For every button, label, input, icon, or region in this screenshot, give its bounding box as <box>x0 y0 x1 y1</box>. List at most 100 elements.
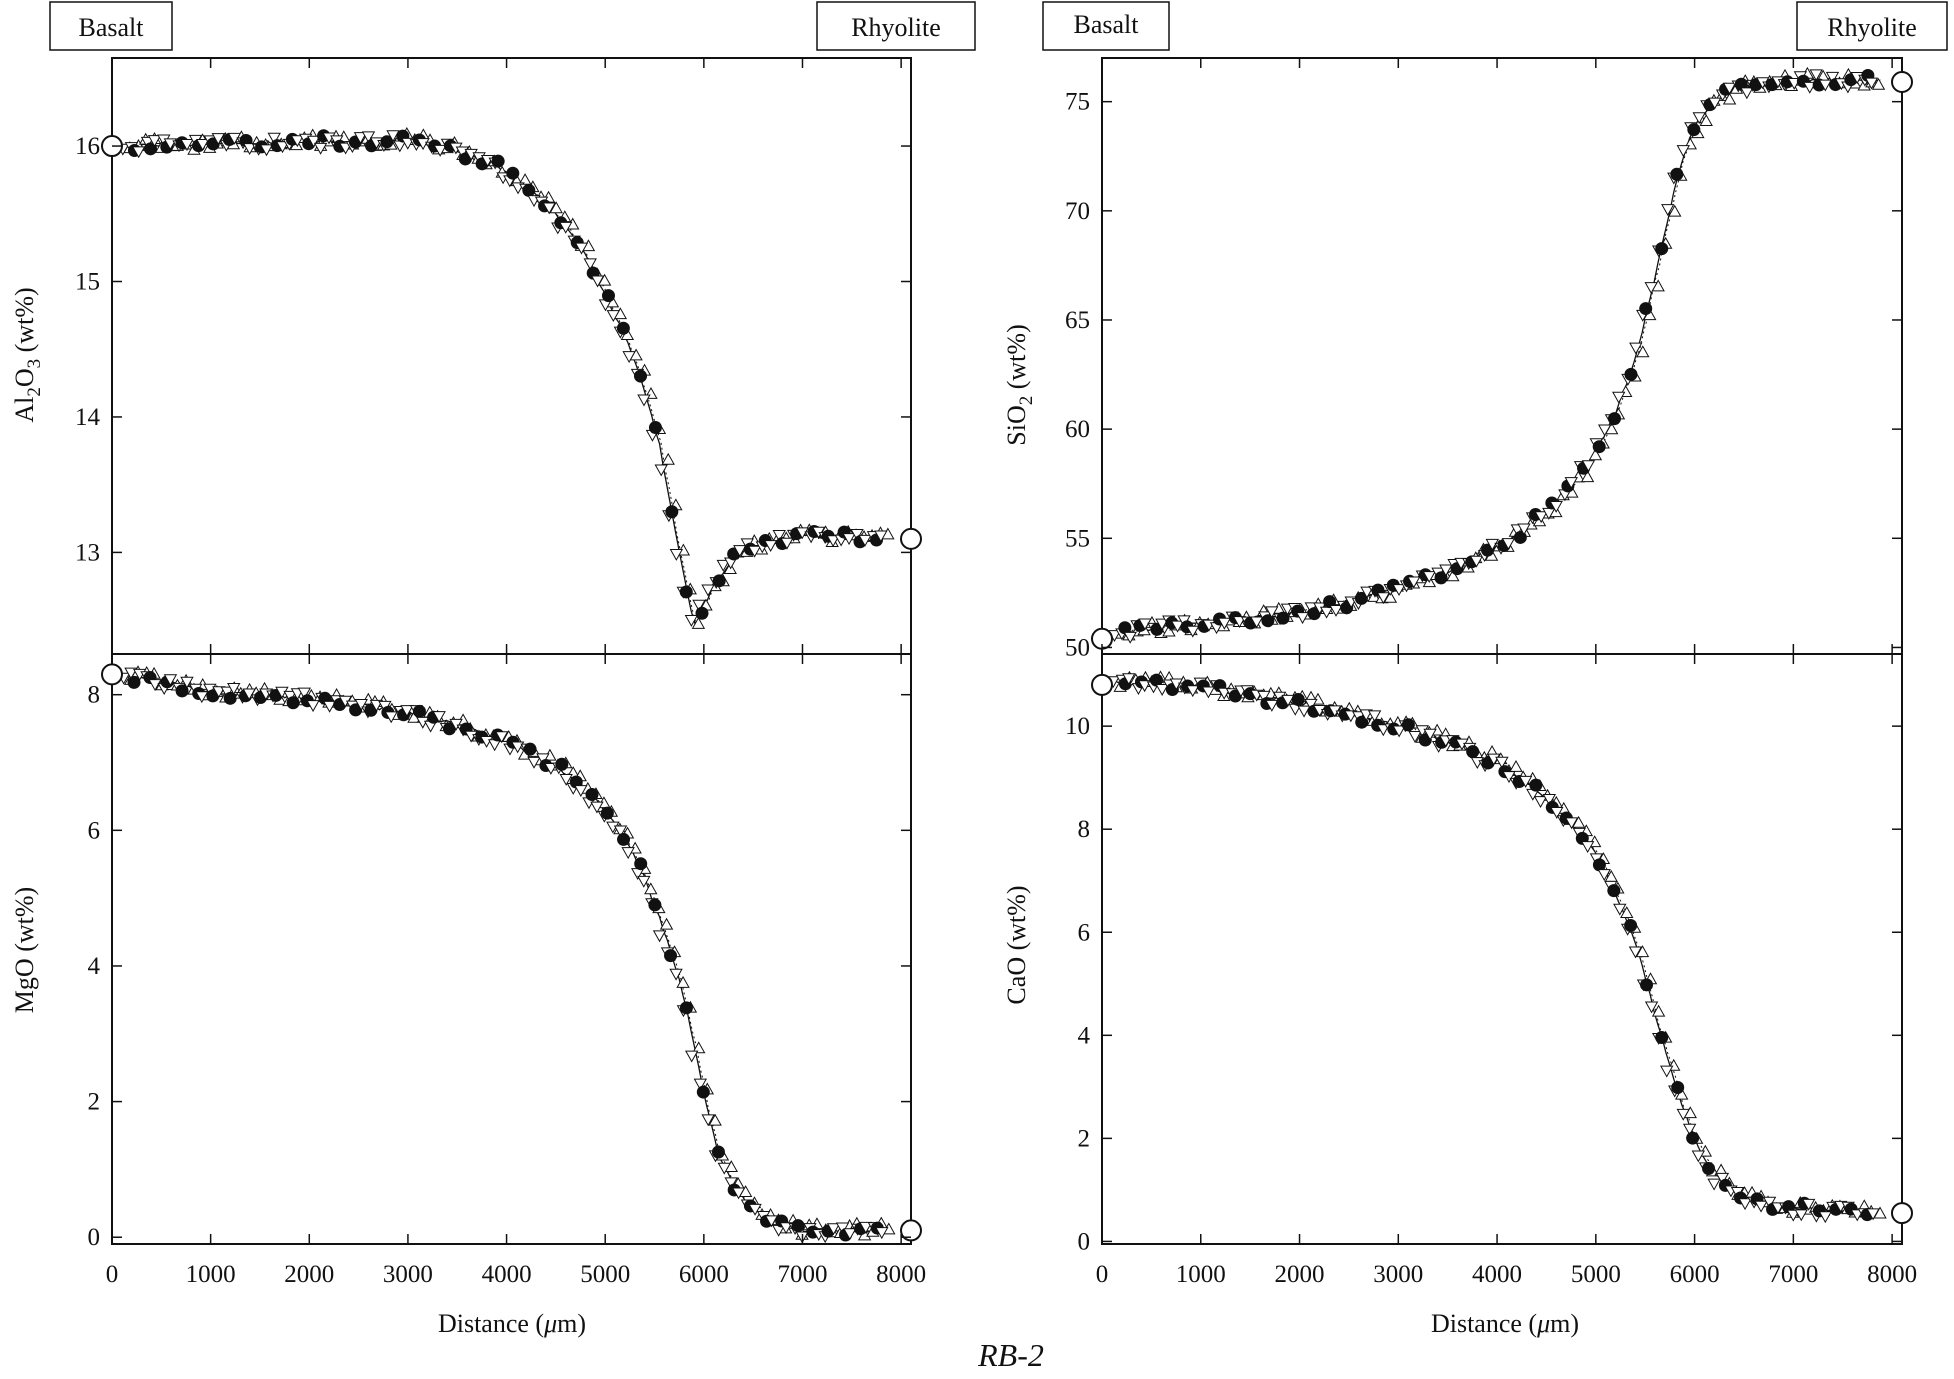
data-point-traverse-3 <box>124 667 138 680</box>
data-point-traverse-3 <box>290 135 305 148</box>
data-point-traverse-3 <box>654 464 668 477</box>
data-point-traverse-3 <box>1495 756 1509 769</box>
data-point-traverse-1 <box>1655 1031 1669 1045</box>
data-point-traverse-3 <box>1738 1198 1752 1211</box>
data-point-traverse-3 <box>1257 690 1271 703</box>
data-point-traverse-3 <box>1644 1001 1659 1014</box>
data-point-traverse-1 <box>616 321 630 335</box>
data-point-traverse-3 <box>1682 1123 1697 1136</box>
data-point-traverse-3 <box>701 1114 715 1127</box>
data-point-traverse-3 <box>1550 807 1564 819</box>
data-point-traverse-3 <box>306 700 320 713</box>
data-point-traverse-1 <box>1401 718 1415 732</box>
y-axis-label-sio2: SiO2 (wt%) <box>1002 324 1037 445</box>
data-point-traverse-1 <box>712 574 726 588</box>
data-point-traverse-3 <box>1692 112 1706 125</box>
data-point-traverse-1 <box>127 675 141 689</box>
end-member-right-marker <box>900 1219 922 1242</box>
x-axis-ticks <box>111 58 902 654</box>
data-point-traverse-3 <box>1597 869 1611 882</box>
y-tick-label: 70 <box>1065 198 1090 225</box>
y-tick-label: 0 <box>88 1224 101 1251</box>
data-point-traverse-3 <box>772 530 786 542</box>
y-tick-label: 14 <box>75 404 101 431</box>
data-point-traverse-3 <box>1201 686 1216 699</box>
data-point-traverse-1 <box>1670 167 1684 181</box>
data-point-traverse-1 <box>695 606 709 620</box>
data-point-traverse-3 <box>1801 1198 1816 1211</box>
y-tick-label: 15 <box>75 269 100 296</box>
data-point-traverse-2 <box>1635 945 1650 958</box>
data-point-traverse-1 <box>1639 302 1653 316</box>
data-point-traverse-3 <box>267 132 281 145</box>
data-point-traverse-1 <box>696 1085 710 1099</box>
plot-frame <box>1101 653 1903 1245</box>
data-points-cao <box>1091 670 1913 1225</box>
data-point-traverse-2 <box>692 1041 706 1054</box>
data-point-traverse-3 <box>747 545 762 558</box>
data-point-traverse-2 <box>1668 204 1682 217</box>
data-point-traverse-3 <box>527 756 541 769</box>
data-point-traverse-1 <box>523 742 537 756</box>
data-point-traverse-3 <box>1249 616 1264 629</box>
x-axis-label-cao: Distance (μm) <box>1431 1309 1579 1338</box>
y-tick-label: 4 <box>1078 1022 1091 1049</box>
x-tick-label: 3000 <box>383 1261 433 1288</box>
svg-text:Basalt: Basalt <box>1074 10 1140 39</box>
data-point-traverse-3 <box>590 275 605 288</box>
data-point-traverse-3 <box>1295 612 1310 625</box>
data-point-traverse-1 <box>1466 745 1480 759</box>
data-point-traverse-3 <box>779 1222 793 1235</box>
y-tick-label: 13 <box>75 539 100 566</box>
data-point-traverse-3 <box>1367 710 1382 723</box>
x-tick-label: 0 <box>106 1261 119 1288</box>
data-point-traverse-1 <box>679 1001 693 1015</box>
data-point-traverse-1 <box>1291 693 1305 707</box>
data-point-traverse-3 <box>669 549 684 561</box>
panel-cao: 0 2 4 6 8 10 0 1000 2000 3000 4000 5000 6000 7000 800… <box>1002 653 1917 1338</box>
data-point-traverse-3 <box>1794 1209 1808 1222</box>
data-point-traverse-2 <box>1636 345 1650 358</box>
end-member-right-marker <box>900 527 922 550</box>
data-point-traverse-3 <box>353 132 368 145</box>
y-axis-label-al2o3: Al2O3 (wt%) <box>10 287 45 422</box>
data-point-traverse-3 <box>1676 1108 1690 1121</box>
data-point-traverse-3 <box>449 718 463 731</box>
data-point-traverse-3 <box>1138 618 1152 631</box>
data-point-traverse-3 <box>1534 511 1548 524</box>
data-point-traverse-3 <box>692 599 706 612</box>
data-point-traverse-3 <box>1137 680 1152 693</box>
data-point-traverse-3 <box>1297 705 1311 718</box>
data-point-traverse-2 <box>1383 590 1398 603</box>
data-point-traverse-3 <box>1123 631 1137 644</box>
data-point-traverse-1 <box>522 183 536 197</box>
data-point-traverse-1 <box>1686 1131 1700 1145</box>
data-point-traverse-3 <box>400 705 414 718</box>
data-point-traverse-1 <box>286 696 300 710</box>
data-point-traverse-3 <box>542 202 556 215</box>
data-point-traverse-3 <box>1629 342 1643 355</box>
data-point-traverse-2 <box>1620 906 1634 918</box>
data-point-traverse-3 <box>544 762 558 775</box>
x-tick-label: 0 <box>1096 1261 1109 1288</box>
data-point-traverse-3 <box>875 1227 889 1240</box>
data-point-traverse-2 <box>1509 759 1523 772</box>
data-point-traverse-3 <box>763 540 778 553</box>
x-tick-label: 4000 <box>1472 1261 1522 1288</box>
data-point-traverse-1 <box>1150 673 1164 687</box>
y-tick-label: 16 <box>75 133 100 160</box>
data-point-traverse-3 <box>1469 555 1484 568</box>
data-point-traverse-3 <box>1708 97 1722 110</box>
data-point-traverse-3 <box>180 139 194 151</box>
data-point-traverse-1 <box>1118 621 1132 635</box>
data-point-traverse-3 <box>259 144 274 157</box>
data-point-traverse-3 <box>242 143 257 156</box>
data-point-traverse-3 <box>685 1050 699 1063</box>
data-point-traverse-3 <box>1564 477 1578 490</box>
data-point-traverse-1 <box>600 806 614 820</box>
data-point-traverse-3 <box>1786 1209 1800 1222</box>
x-tick-label: 2000 <box>1275 1261 1325 1288</box>
data-point-traverse-3 <box>1818 1211 1833 1224</box>
end-member-right-marker <box>1891 71 1913 94</box>
data-point-traverse-3 <box>1597 424 1612 437</box>
